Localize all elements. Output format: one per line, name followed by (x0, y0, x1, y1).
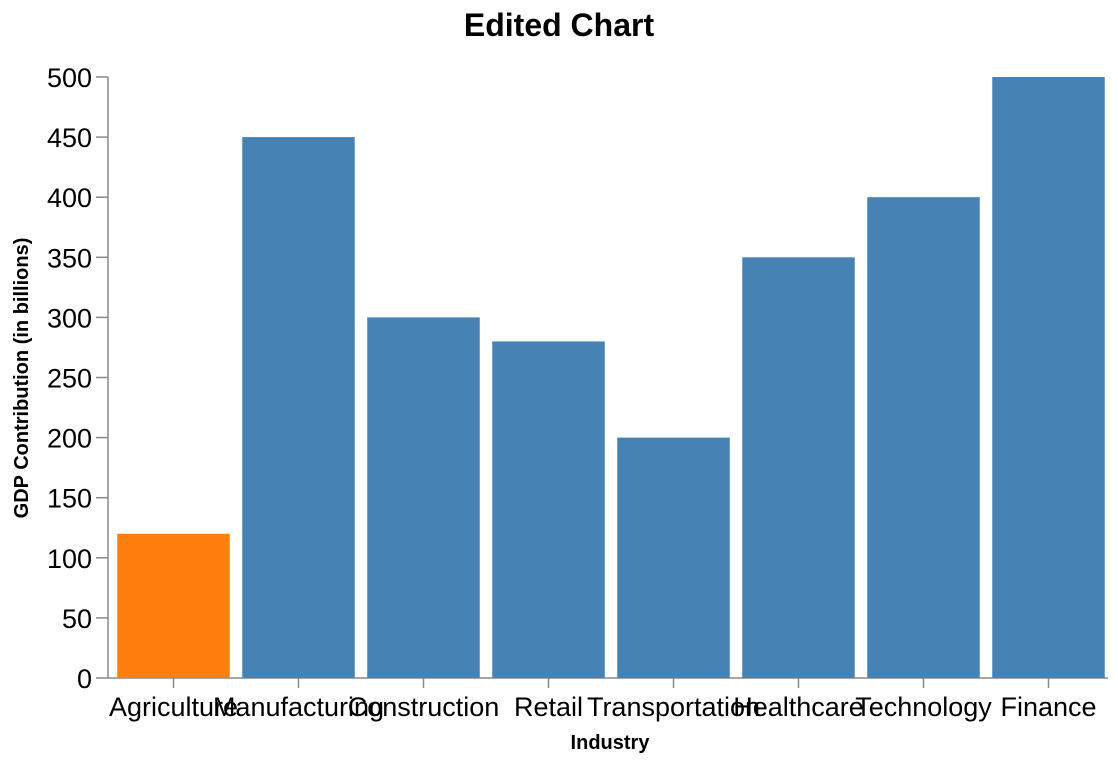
y-tick-label: 150 (47, 484, 92, 514)
x-tick-label-manufacturing: Manufacturing (213, 692, 384, 722)
bar-healthcare (742, 257, 855, 678)
y-axis: 0 50 100 150 200 250 300 350 400 450 500 (47, 63, 109, 694)
x-tick-label-retail: Retail (514, 692, 583, 722)
bars-group (117, 77, 1105, 679)
x-tick-label-finance: Finance (1000, 692, 1096, 722)
y-tick-label: 350 (47, 243, 92, 273)
bar-finance (992, 77, 1105, 678)
y-tick-label: 100 (47, 544, 92, 574)
x-tick-label-construction: Construction (348, 692, 500, 722)
y-tick-label: 50 (62, 604, 92, 634)
bar-transportation (617, 437, 730, 678)
x-tick-label-technology: Technology (855, 692, 992, 722)
chart-title: Edited Chart (464, 7, 655, 43)
y-axis-title: GDP Contribution (in billions) (11, 238, 33, 519)
y-tick-label: 400 (47, 183, 92, 213)
bar-retail (492, 341, 605, 678)
bar-agriculture (117, 533, 230, 678)
x-tick-label-agriculture: Agriculture (109, 692, 238, 722)
y-tick-label: 250 (47, 364, 92, 394)
x-tick-label-healthcare: Healthcare (733, 692, 864, 722)
bar-construction (367, 317, 480, 678)
y-tick-label: 200 (47, 424, 92, 454)
y-tick-label: 300 (47, 303, 92, 333)
y-tick-label: 450 (47, 123, 92, 153)
x-tick-label-transportation: Transportation (587, 692, 760, 722)
bar-manufacturing (242, 137, 355, 679)
x-axis-title: Industry (571, 732, 651, 754)
bar-technology (867, 197, 980, 678)
y-tick-label: 500 (47, 63, 92, 93)
y-tick-label: 0 (77, 664, 92, 694)
